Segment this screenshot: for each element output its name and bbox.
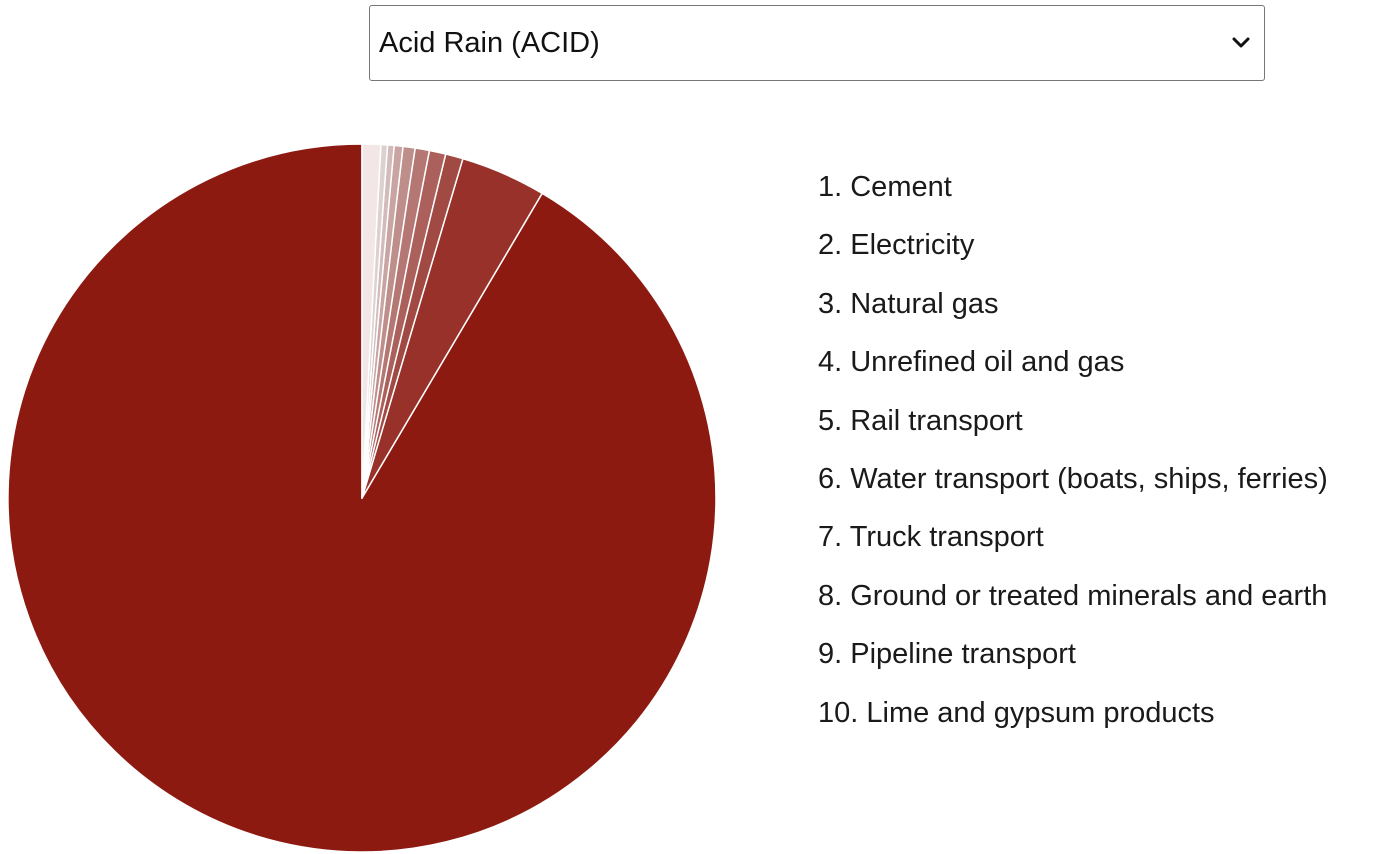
chevron-down-icon xyxy=(1232,37,1250,48)
legend-item-3: 3. Natural gas xyxy=(818,287,999,320)
legend-item-5: 5. Rail transport xyxy=(818,404,1023,437)
legend-item-9: 9. Pipeline transport xyxy=(818,638,1076,671)
legend-item-8: 8. Ground or treated minerals and earth xyxy=(818,579,1328,612)
pie-slice-10[interactable] xyxy=(361,143,382,499)
legend: 1. Cement 2. Electricity 3. Natural gas 4. … xyxy=(818,158,1328,742)
category-select[interactable]: Acid Rain (ACID) xyxy=(369,5,1265,81)
legend-item-7: 7. Truck transport xyxy=(818,521,1044,554)
category-select-value: Acid Rain (ACID) xyxy=(379,26,600,59)
pie-chart xyxy=(7,143,717,853)
legend-item-2: 2. Electricity xyxy=(818,229,975,262)
legend-item-10: 10. Lime and gypsum products xyxy=(818,696,1215,729)
legend-item-1: 1. Cement xyxy=(818,171,952,203)
legend-item-6: 6. Water transport (boats, ships, ferrie… xyxy=(818,462,1328,495)
legend-item-4: 4. Unrefined oil and gas xyxy=(818,346,1125,379)
